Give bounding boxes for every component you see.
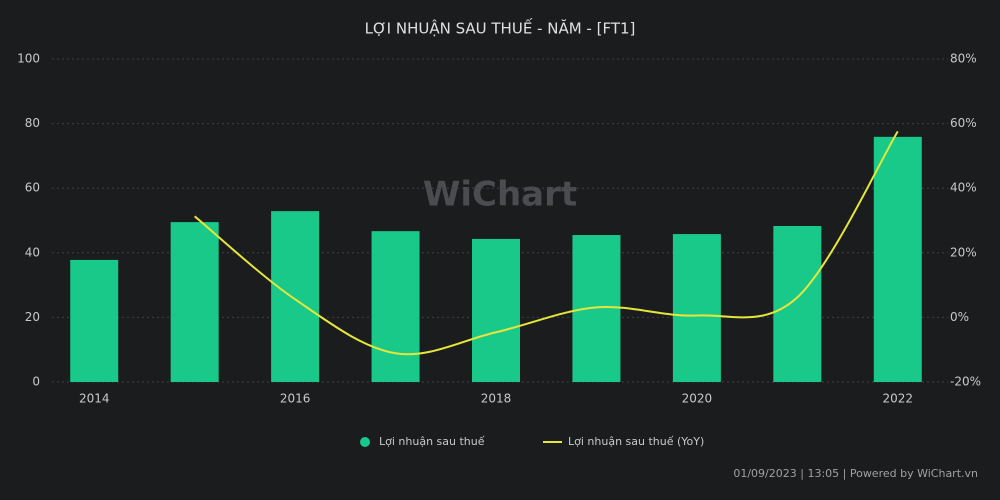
bar <box>371 231 420 382</box>
bar <box>873 136 922 382</box>
y2-tick-label: 60% <box>950 116 977 130</box>
bar <box>170 222 219 382</box>
bar <box>773 225 822 382</box>
chart-title: LỢI NHUẬN SAU THUẾ - NĂM - [FT1] <box>365 17 636 38</box>
bar <box>271 211 320 382</box>
bar <box>70 259 119 382</box>
y-tick-label: 80 <box>25 116 40 130</box>
bar <box>672 234 721 382</box>
x-tick-label: 2014 <box>79 392 110 406</box>
x-tick-label: 2018 <box>481 392 512 406</box>
y-tick-label: 60 <box>25 181 40 195</box>
y2-tick-label: 20% <box>950 245 977 259</box>
watermark: WiChart <box>423 175 577 215</box>
x-tick-label: 2016 <box>280 392 311 406</box>
x-tick-label: 2020 <box>682 392 713 406</box>
y2-tick-label: 40% <box>950 181 977 195</box>
y-tick-label: 100 <box>17 52 40 66</box>
legend-marker <box>360 437 370 447</box>
legend-label: Lợi nhuận sau thuế (YoY) <box>568 435 704 448</box>
bar <box>572 235 621 382</box>
y2-tick-label: -20% <box>950 375 981 389</box>
y-tick-label: 0 <box>32 375 40 389</box>
y2-tick-label: 0% <box>950 310 969 324</box>
y-tick-label: 40 <box>25 245 40 259</box>
x-tick-label: 2022 <box>883 392 914 406</box>
legend-label: Lợi nhuận sau thuế <box>379 435 485 448</box>
y-tick-label: 20 <box>25 310 40 324</box>
bar <box>472 238 520 382</box>
line <box>194 130 899 356</box>
footer: 01/09/2023 | 13:05 | Powered by WiChart.… <box>733 467 978 480</box>
y2-tick-label: 80% <box>950 52 977 66</box>
